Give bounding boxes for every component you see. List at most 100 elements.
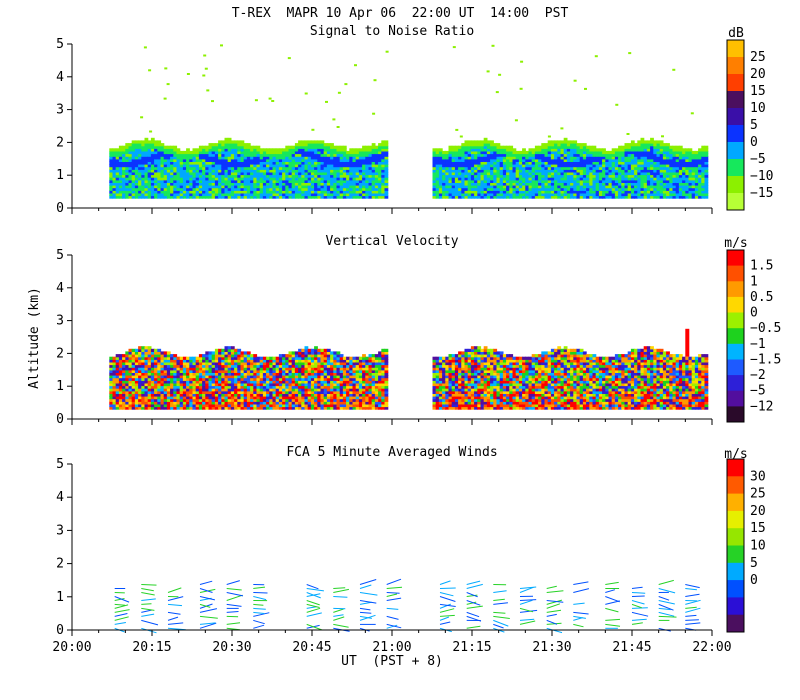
heatmap-cell	[198, 150, 203, 155]
heatmap-cell	[122, 169, 126, 173]
heatmap-cell	[150, 356, 155, 360]
heatmap-cell	[240, 406, 245, 410]
heatmap-cell	[509, 187, 514, 191]
heatmap-cell	[371, 150, 376, 155]
heatmap-cell	[672, 161, 677, 165]
heatmap-cell	[109, 388, 114, 392]
heatmap-cell	[541, 190, 546, 194]
heatmap-cell	[669, 169, 674, 173]
heatmap-cell	[490, 156, 494, 160]
heatmap-cell	[134, 190, 139, 194]
heatmap-cell	[611, 169, 616, 173]
heatmap-cell	[275, 388, 280, 392]
heatmap-cell	[438, 185, 443, 189]
heatmap-cell	[378, 158, 382, 162]
heatmap-cell	[365, 158, 370, 162]
heatmap-cell	[118, 369, 123, 373]
heatmap-cell	[355, 161, 360, 165]
heatmap-cell	[262, 179, 267, 183]
heatmap-cell	[115, 192, 120, 197]
heatmap-cell	[573, 174, 578, 178]
heatmap-cell	[688, 148, 693, 152]
heatmap-cell	[160, 351, 165, 355]
heatmap-cell	[157, 396, 162, 400]
heatmap-cell	[643, 182, 648, 186]
heatmap-cell	[157, 385, 162, 389]
heatmap-cell	[278, 171, 283, 176]
heatmap-cell	[582, 143, 587, 147]
heatmap-cell	[301, 182, 306, 186]
heatmap-cell	[474, 192, 478, 197]
heatmap-cell	[173, 192, 178, 197]
heatmap-cell	[256, 385, 261, 389]
heatmap-cell	[262, 166, 267, 170]
heatmap-cell	[611, 171, 616, 176]
heatmap-cell	[160, 187, 165, 191]
heatmap-cell	[298, 356, 302, 360]
heatmap-cell	[243, 179, 248, 183]
heatmap-cell	[461, 148, 466, 152]
heatmap-cell	[237, 140, 242, 144]
heatmap-cell	[550, 195, 555, 199]
heatmap-cell	[458, 169, 462, 173]
heatmap-cell	[643, 195, 648, 199]
heatmap-cell	[189, 406, 194, 410]
heatmap-cell	[141, 364, 146, 368]
heatmap-cell	[333, 164, 338, 168]
heatmap-cell	[682, 164, 686, 168]
heatmap-cell	[224, 145, 229, 149]
heatmap-cell	[230, 356, 235, 360]
heatmap-cell	[256, 185, 261, 189]
heatmap-cell	[230, 398, 235, 402]
heatmap-cell	[144, 185, 149, 189]
heatmap-cell	[294, 153, 299, 157]
heatmap-cell	[211, 177, 216, 181]
heatmap-cell	[243, 354, 248, 358]
heatmap-cell	[294, 375, 299, 379]
heatmap-cell	[461, 195, 466, 199]
heatmap-cell	[373, 79, 377, 82]
heatmap-cell	[355, 148, 360, 152]
heatmap-cell	[342, 174, 347, 178]
heatmap-cell	[176, 388, 181, 392]
heatmap-cell	[278, 375, 283, 379]
heatmap-cell	[320, 169, 325, 173]
heatmap-cell	[378, 174, 382, 178]
heatmap-cell	[266, 150, 270, 155]
heatmap-cell	[314, 150, 318, 155]
heatmap-cell	[474, 169, 478, 173]
heatmap-cell	[234, 145, 238, 149]
heatmap-cell	[560, 182, 565, 186]
heatmap-cell	[515, 158, 520, 162]
heatmap-cell	[602, 158, 606, 162]
heatmap-cell	[608, 185, 613, 189]
heatmap-cell	[150, 169, 155, 173]
heatmap-cell	[144, 182, 149, 186]
heatmap-cell	[285, 382, 290, 387]
heatmap-cell	[278, 148, 283, 152]
heatmap-cell	[566, 161, 571, 165]
heatmap-cell	[499, 192, 504, 197]
heatmap-cell	[227, 348, 232, 352]
heatmap-cell	[611, 153, 616, 157]
heatmap-cell	[166, 406, 171, 410]
heatmap-cell	[480, 195, 485, 199]
heatmap-cell	[109, 195, 114, 199]
heatmap-cell	[246, 369, 251, 373]
heatmap-cell	[230, 388, 235, 392]
heatmap-cell	[333, 187, 338, 191]
heatmap-cell	[598, 174, 603, 178]
heatmap-cell	[438, 150, 443, 155]
heatmap-cell	[138, 403, 142, 408]
heatmap-cell	[301, 192, 306, 197]
heatmap-cell	[630, 187, 635, 191]
heatmap-cell	[624, 185, 629, 189]
heatmap-cell	[685, 150, 690, 155]
heatmap-cell	[150, 177, 155, 181]
heatmap-cell	[371, 148, 376, 152]
heatmap-cell	[141, 187, 146, 191]
heatmap-cell	[182, 192, 187, 197]
heatmap-cell	[557, 164, 562, 168]
heatmap-cell	[195, 164, 200, 168]
heatmap-cell	[570, 195, 574, 199]
